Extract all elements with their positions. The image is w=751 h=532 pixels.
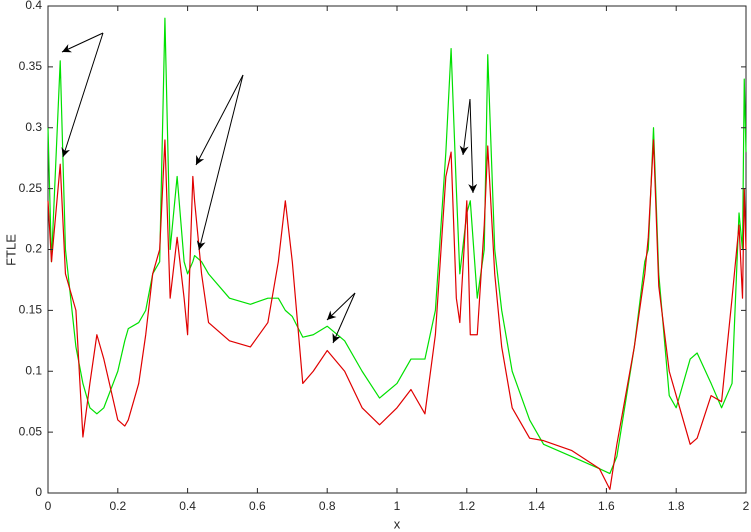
y-tick-label: 0.05	[19, 424, 43, 438]
series-line	[47, 139, 747, 490]
arrow	[61, 32, 104, 158]
y-tick-label: 0.35	[19, 59, 43, 73]
x-axis-label: x	[394, 516, 401, 531]
y-tick-label: 0.15	[19, 303, 43, 317]
y-tick-label: 0	[35, 485, 42, 499]
y-axis-label: FTLE	[3, 234, 18, 266]
x-tick-label: 0.8	[319, 499, 336, 513]
y-tick-label: 0.25	[19, 181, 43, 195]
arrow	[196, 74, 244, 251]
x-tick-label: 0.6	[249, 499, 266, 513]
arrow	[195, 74, 244, 166]
arrow	[468, 98, 478, 194]
x-tick-label: 1.4	[528, 499, 545, 513]
x-tick-label: 0.4	[179, 499, 196, 513]
arrow	[459, 98, 471, 156]
x-tick-label: 0	[45, 499, 52, 513]
arrow	[332, 292, 356, 344]
y-tick-label: 0.1	[25, 363, 42, 377]
series-layer	[47, 17, 747, 490]
arrow	[326, 292, 356, 321]
y-tick-label: 0.2	[25, 242, 42, 256]
y-tick-label: 0.3	[25, 120, 42, 134]
x-tick-label: 2	[743, 499, 750, 513]
x-tick-label: 1.2	[458, 499, 475, 513]
y-tick-label: 0.4	[25, 0, 42, 12]
x-tick-label: 1.6	[598, 499, 615, 513]
x-tick-label: 0.2	[109, 499, 126, 513]
plot-area	[47, 5, 747, 494]
annotations	[61, 32, 478, 344]
arrow	[61, 32, 104, 53]
x-tick-label: 1.8	[668, 499, 685, 513]
x-tick-label: 1	[394, 499, 401, 513]
